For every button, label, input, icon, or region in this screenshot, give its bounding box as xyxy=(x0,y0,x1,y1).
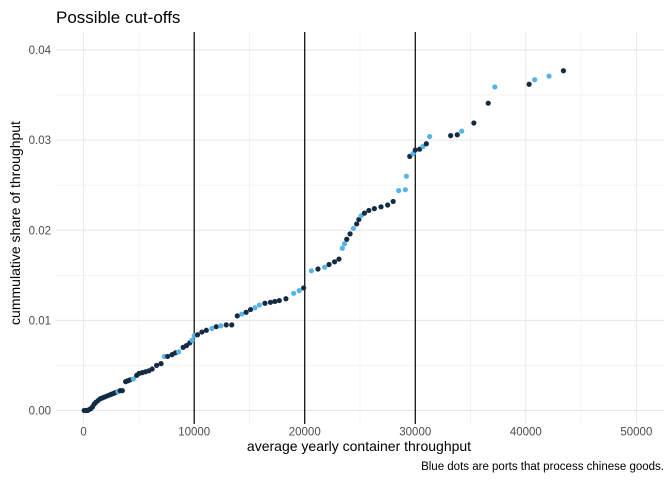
chinese-port-point xyxy=(218,323,224,329)
chinese-port-point xyxy=(492,84,498,90)
chinese-port-point xyxy=(256,302,263,308)
port-point xyxy=(366,207,372,214)
chinese-port-point xyxy=(350,225,356,232)
chinese-port-point xyxy=(427,133,433,140)
port-point xyxy=(283,296,289,302)
chinese-port-point xyxy=(308,268,314,274)
port-point xyxy=(234,313,240,319)
port-point xyxy=(315,266,321,272)
y-tick-label: 0.02 xyxy=(29,225,51,237)
chinese-port-point xyxy=(252,305,258,311)
port-point xyxy=(331,259,338,265)
chinese-port-point xyxy=(459,128,465,134)
y-tick-label: 0.00 xyxy=(29,405,51,417)
port-point xyxy=(213,324,219,330)
port-point xyxy=(423,141,429,147)
port-point xyxy=(243,309,249,315)
port-point xyxy=(301,285,307,291)
x-tick-label: 10000 xyxy=(178,427,210,439)
port-point xyxy=(276,297,282,304)
port-point xyxy=(385,202,391,208)
x-tick-label: 50000 xyxy=(620,427,652,439)
y-tick-label: 0.03 xyxy=(29,135,51,147)
chinese-port-point xyxy=(339,245,345,251)
y-tick-label: 0.04 xyxy=(29,45,52,57)
chinese-port-point xyxy=(296,288,302,294)
port-point xyxy=(326,261,332,268)
port-point xyxy=(203,327,209,333)
port-point xyxy=(194,332,201,338)
chinese-port-point xyxy=(402,187,408,193)
grid xyxy=(56,32,664,424)
port-point xyxy=(153,362,160,369)
chinese-port-point xyxy=(189,337,195,343)
port-point xyxy=(223,322,229,328)
x-tick-label: 20000 xyxy=(289,427,321,439)
y-tick-labels: 0.00 0.01 0.02 0.03 0.04 xyxy=(29,45,52,417)
port-point xyxy=(262,300,268,306)
chinese-port-point xyxy=(532,77,538,83)
port-point xyxy=(158,361,164,367)
chinese-port-point xyxy=(341,241,348,247)
port-point xyxy=(526,81,532,87)
port-point xyxy=(448,133,454,139)
port-point xyxy=(361,210,368,216)
cutoff-lines xyxy=(193,32,416,424)
chart-title: Possible cut-offs xyxy=(56,8,180,27)
port-point xyxy=(378,204,384,210)
chinese-port-point xyxy=(403,173,410,179)
x-axis-title: average yearly container throughput xyxy=(247,438,471,454)
chinese-port-point xyxy=(291,290,297,296)
chinese-port-point xyxy=(396,188,402,194)
port-point xyxy=(390,198,396,205)
x-tick-label: 0 xyxy=(80,427,86,439)
port-point xyxy=(347,231,353,237)
port-point xyxy=(267,299,274,305)
port-point xyxy=(371,206,377,212)
y-axis-title: cummulative share of throughput xyxy=(7,121,23,325)
chinese-port-point xyxy=(176,349,182,355)
chinese-port-point xyxy=(546,73,552,79)
port-point xyxy=(199,329,205,335)
x-tick-label: 40000 xyxy=(510,427,542,439)
data-points xyxy=(81,68,567,414)
y-tick-label: 0.01 xyxy=(29,315,51,327)
port-point xyxy=(454,132,460,138)
x-tick-labels: 0 10000 20000 30000 40000 50000 xyxy=(80,427,652,439)
x-tick-label: 30000 xyxy=(399,427,431,439)
port-point xyxy=(354,221,360,227)
chart-caption: Blue dots are ports that process chinese… xyxy=(421,461,664,473)
port-point xyxy=(471,120,477,126)
port-point xyxy=(119,388,125,394)
port-point xyxy=(229,322,235,328)
port-point xyxy=(344,236,350,242)
port-point xyxy=(247,306,254,313)
chinese-port-point xyxy=(209,325,215,332)
chinese-port-point xyxy=(239,311,245,317)
port-point xyxy=(485,100,491,106)
port-point xyxy=(165,353,171,360)
port-point xyxy=(412,147,418,153)
port-point xyxy=(149,366,155,372)
chinese-port-point xyxy=(322,264,328,270)
port-point xyxy=(272,298,278,305)
chinese-port-point xyxy=(130,376,136,382)
port-point xyxy=(560,68,567,74)
port-point xyxy=(336,256,342,262)
